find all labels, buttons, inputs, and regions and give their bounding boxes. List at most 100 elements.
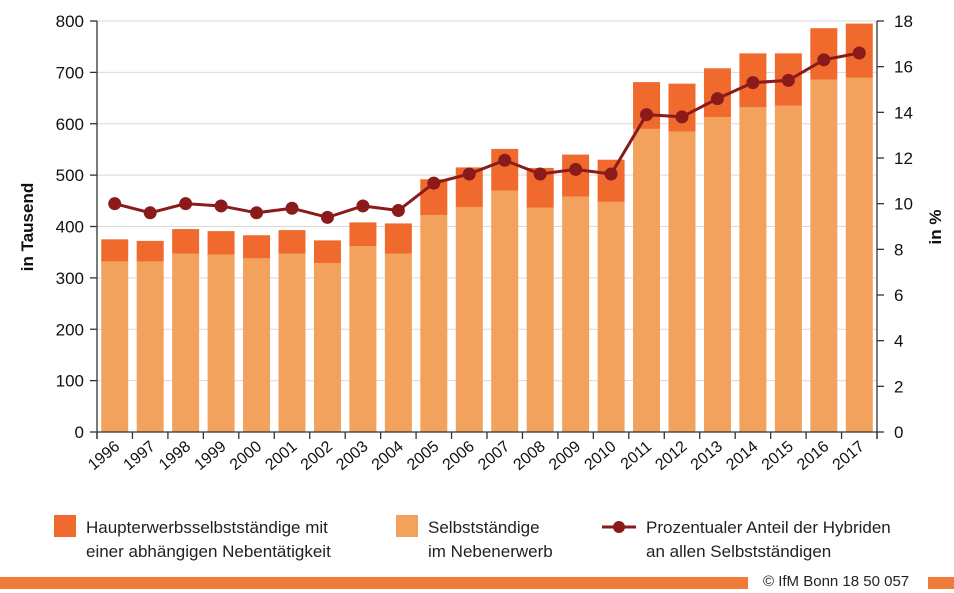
point-anteil-1997 — [143, 206, 157, 220]
y2-tick-label: 4 — [894, 332, 903, 351]
bar-haupterwerb-1998 — [172, 229, 200, 254]
bar-nebenerwerb-2012 — [668, 131, 696, 433]
point-anteil-2001 — [285, 201, 299, 215]
point-anteil-1998 — [179, 197, 193, 211]
y2-tick-label: 0 — [894, 423, 903, 442]
x-tick-label: 2017 — [830, 438, 868, 474]
point-anteil-2016 — [817, 53, 831, 67]
x-tick-label: 2009 — [546, 438, 584, 474]
point-anteil-2014 — [746, 76, 760, 90]
bar-nebenerwerb-2008 — [526, 207, 554, 432]
y-tick-label: 800 — [56, 12, 84, 31]
footer-bar-left — [0, 577, 748, 589]
legend-swatch-haupterwerb — [54, 515, 76, 537]
legend-label-nebenerwerb-line1: Selbstständige — [428, 518, 540, 537]
bar-nebenerwerb-1999 — [207, 254, 235, 432]
bar-nebenerwerb-2016 — [810, 79, 838, 432]
bar-nebenerwerb-2015 — [774, 105, 802, 433]
bar-nebenerwerb-1998 — [172, 253, 200, 432]
x-tick-label: 2003 — [333, 438, 371, 474]
y2-tick-label: 6 — [894, 286, 903, 305]
x-tick-label: 2011 — [618, 438, 655, 473]
x-tick-label: 2013 — [688, 438, 726, 474]
bar-nebenerwerb-1997 — [136, 261, 164, 432]
bar-haupterwerb-1996 — [101, 239, 129, 262]
x-tick-label: 2001 — [262, 438, 300, 474]
y2-tick-label: 10 — [894, 195, 913, 214]
bar-haupterwerb-2002 — [313, 240, 341, 263]
y2-tick-label: 18 — [894, 12, 913, 31]
x-tick-label: 2012 — [652, 438, 690, 474]
bar-nebenerwerb-2009 — [562, 196, 590, 432]
footer-bar-right — [928, 577, 954, 589]
x-tick-label: 2002 — [298, 438, 336, 474]
point-anteil-2003 — [356, 199, 370, 213]
x-tick-label: 2005 — [404, 438, 442, 474]
x-tick-label: 2016 — [794, 438, 832, 474]
x-tick-label: 2007 — [475, 438, 513, 474]
x-tick-label: 2015 — [759, 438, 797, 474]
point-anteil-2010 — [604, 167, 618, 181]
point-anteil-2012 — [675, 110, 689, 124]
legend-label-nebenerwerb-line2: im Nebenerwerb — [428, 542, 553, 561]
legend: Haupterwerbsselbstständige mit einer abh… — [54, 515, 891, 561]
line-anteil — [114, 51, 860, 219]
y-tick-label: 400 — [56, 218, 84, 237]
y-tick-label: 600 — [56, 115, 84, 134]
bar-nebenerwerb-2010 — [597, 201, 625, 432]
y-tick-label: 100 — [56, 372, 84, 391]
y-tick-label: 200 — [56, 320, 84, 339]
point-anteil-2005 — [427, 176, 441, 190]
x-tick-label: 2000 — [227, 438, 265, 474]
bar-haupterwerb-2011 — [633, 82, 661, 129]
bar-nebenerwerb-2004 — [384, 253, 412, 432]
y2-axis-title: in % — [926, 210, 945, 245]
y-tick-label: 500 — [56, 166, 84, 185]
bar-nebenerwerb-2003 — [349, 246, 377, 432]
point-anteil-2008 — [533, 167, 547, 181]
x-axis-ticks: 1996199719981999200020012002200320042005… — [85, 432, 878, 474]
bar-haupterwerb-2001 — [278, 230, 306, 254]
bar-nebenerwerb-2001 — [278, 253, 306, 432]
bar-nebenerwerb-2002 — [313, 262, 341, 432]
right-axis-ticks: 0 2 4 6 8 10 12 14 16 18 — [877, 12, 913, 442]
bar-nebenerwerb-2005 — [420, 215, 448, 432]
x-tick-label: 2008 — [511, 438, 549, 474]
bar-nebenerwerb-2017 — [845, 77, 873, 432]
point-anteil-2017 — [852, 46, 866, 60]
y-axis-title: in Tausend — [18, 183, 37, 271]
y2-tick-label: 12 — [894, 149, 913, 168]
point-anteil-2002 — [320, 210, 334, 224]
point-anteil-2004 — [391, 204, 405, 218]
percentage-line — [108, 46, 866, 224]
point-anteil-2015 — [781, 73, 795, 87]
bar-haupterwerb-2004 — [384, 223, 412, 254]
bar-nebenerwerb-1996 — [101, 261, 129, 432]
y2-tick-label: 16 — [894, 58, 913, 77]
legend-marker-anteil — [613, 521, 625, 533]
x-tick-label: 1998 — [156, 438, 194, 474]
bar-haupterwerb-2000 — [243, 235, 271, 259]
x-tick-label: 2014 — [723, 438, 761, 474]
point-anteil-1996 — [108, 197, 122, 211]
legend-label-haupterwerb-line2: einer abhängigen Nebentätigkeit — [86, 542, 331, 561]
bar-haupterwerb-1999 — [207, 231, 235, 255]
x-tick-label: 2010 — [581, 438, 619, 474]
bar-nebenerwerb-2011 — [633, 128, 661, 432]
copyright-label: © IfM Bonn 18 50 057 — [763, 573, 910, 590]
legend-label-anteil-line1: Prozentualer Anteil der Hybriden — [646, 518, 891, 537]
point-anteil-2007 — [498, 153, 512, 167]
x-tick-label: 1996 — [85, 438, 123, 474]
legend-label-haupterwerb-line1: Haupterwerbsselbstständige mit — [86, 518, 328, 537]
left-axis-ticks: 0 100 200 300 400 500 600 700 800 — [56, 12, 97, 442]
bar-haupterwerb-2010 — [597, 159, 625, 202]
point-anteil-2013 — [710, 92, 724, 106]
bar-nebenerwerb-2014 — [739, 107, 767, 432]
bar-nebenerwerb-2013 — [703, 117, 731, 432]
bar-haupterwerb-2003 — [349, 222, 377, 247]
y2-tick-label: 14 — [894, 103, 913, 122]
legend-swatch-nebenerwerb — [396, 515, 418, 537]
x-tick-label: 1999 — [191, 438, 229, 474]
bar-nebenerwerb-2006 — [455, 206, 483, 432]
